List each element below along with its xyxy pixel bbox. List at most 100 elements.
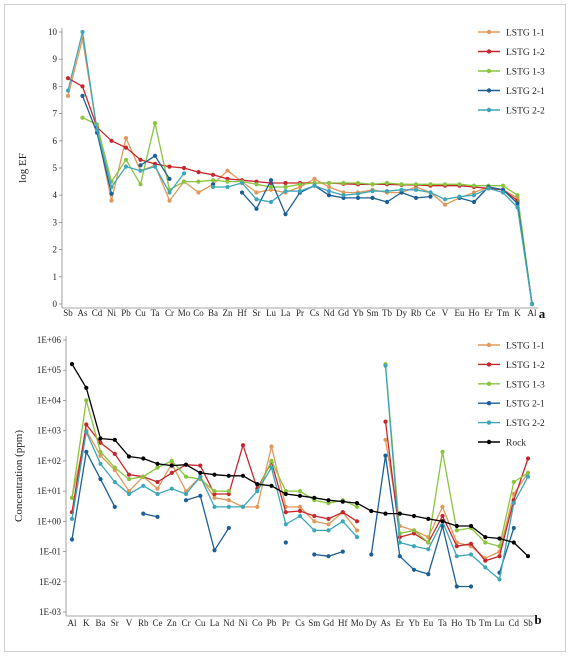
data-point-lstg-2-2 bbox=[326, 528, 331, 533]
data-point-lstg-2-1 bbox=[226, 525, 231, 531]
data-point-rock bbox=[198, 470, 203, 475]
x-tick-label-as: As bbox=[77, 308, 87, 318]
data-point-lstg-2-1 bbox=[268, 178, 274, 183]
data-point-rock bbox=[141, 456, 146, 461]
x-tick-label-sm: Sm bbox=[366, 308, 378, 318]
data-point-rock bbox=[183, 462, 189, 467]
data-point-rock bbox=[454, 523, 459, 529]
data-point-rock bbox=[483, 535, 488, 540]
y-axis-label: Concentration (ppm) bbox=[13, 430, 25, 522]
legend-marker-lstg-1-3 bbox=[486, 68, 492, 74]
data-point-lstg-1-3 bbox=[169, 458, 174, 463]
data-point-lstg-1-3 bbox=[511, 479, 516, 485]
data-point-lstg-2-2 bbox=[283, 189, 288, 194]
legend-marker-lstg-2-1 bbox=[486, 88, 492, 93]
data-point-lstg-2-2 bbox=[442, 197, 448, 202]
data-point-lstg-2-1 bbox=[80, 93, 85, 98]
data-point-lstg-1-3 bbox=[500, 183, 506, 188]
data-point-rock bbox=[497, 536, 502, 541]
x-tick-label-la: La bbox=[281, 308, 291, 318]
data-point-lstg-1-3 bbox=[181, 179, 187, 184]
x-tick-label-eu: Eu bbox=[423, 618, 433, 628]
data-point-lstg-1-2 bbox=[84, 422, 89, 427]
data-point-lstg-1-1 bbox=[254, 190, 259, 195]
data-point-rock bbox=[426, 516, 431, 522]
y-tick-label: 1E+03 bbox=[37, 426, 62, 436]
data-point-lstg-1-3 bbox=[126, 477, 132, 482]
data-point-lstg-2-2 bbox=[112, 479, 117, 485]
data-point-lstg-1-1 bbox=[442, 202, 448, 207]
x-tick-label-yb: Yb bbox=[353, 308, 364, 318]
data-point-lstg-2-2 bbox=[411, 544, 417, 549]
x-tick-label-cd: Cd bbox=[508, 618, 519, 628]
x-tick-label-pr: Pr bbox=[282, 618, 290, 628]
x-tick-label-co: Co bbox=[193, 308, 204, 318]
data-point-lstg-1-2 bbox=[483, 558, 488, 563]
data-point-lstg-2-2 bbox=[340, 519, 345, 524]
data-point-lstg-2-1 bbox=[413, 195, 419, 200]
data-point-lstg-1-3 bbox=[80, 115, 85, 120]
x-tick-label-tb: Tb bbox=[382, 308, 392, 318]
legend-label-lstg-1-2: LSTG 1-2 bbox=[506, 361, 545, 371]
x-tick-label-er: Er bbox=[396, 618, 405, 628]
data-point-rock bbox=[283, 491, 288, 497]
data-point-lstg-2-2 bbox=[312, 528, 317, 533]
legend-marker-lstg-2-2 bbox=[486, 420, 492, 425]
data-point-lstg-1-3 bbox=[483, 540, 488, 545]
data-point-lstg-1-1 bbox=[297, 504, 303, 509]
data-point-lstg-1-1 bbox=[212, 495, 217, 500]
x-tick-label-al: Al bbox=[528, 308, 537, 318]
x-tick-label-cr: Cr bbox=[165, 308, 174, 318]
x-tick-label-ni: Ni bbox=[107, 308, 116, 318]
data-point-lstg-2-2 bbox=[454, 554, 459, 559]
x-tick-label-k: K bbox=[83, 618, 90, 628]
x-tick-label-tb: Tb bbox=[466, 618, 476, 628]
x-tick-label-lu: Lu bbox=[266, 308, 276, 318]
y-tick-label: 2 bbox=[53, 245, 58, 255]
x-tick-label-dy: Dy bbox=[396, 308, 407, 318]
x-tick-label-pb: Pb bbox=[267, 618, 277, 628]
series-line-lstg-1-3 bbox=[384, 364, 529, 547]
y-tick-label: 1E+04 bbox=[37, 395, 62, 405]
y-tick-label: 1E-02 bbox=[39, 577, 61, 587]
data-point-lstg-2-1 bbox=[340, 549, 345, 554]
data-point-lstg-1-3 bbox=[183, 474, 189, 479]
x-tick-label-rb: Rb bbox=[411, 308, 422, 318]
x-tick-label-rb: Rb bbox=[138, 618, 149, 628]
data-point-lstg-2-2 bbox=[152, 164, 158, 169]
data-point-lstg-2-2 bbox=[354, 535, 360, 540]
data-point-lstg-2-2 bbox=[80, 29, 85, 35]
data-point-lstg-2-2 bbox=[370, 189, 375, 194]
data-point-rock bbox=[212, 472, 217, 477]
data-point-lstg-2-2 bbox=[212, 504, 217, 509]
data-point-lstg-2-1 bbox=[152, 153, 158, 158]
x-tick-label-tm: Tm bbox=[479, 618, 492, 628]
x-tick-label-ho: Ho bbox=[469, 308, 480, 318]
data-point-lstg-2-1 bbox=[468, 584, 474, 589]
data-point-rock bbox=[126, 454, 132, 459]
data-point-lstg-2-2 bbox=[183, 491, 189, 497]
y-tick-label: 6 bbox=[53, 136, 58, 146]
x-tick-label-cu: Cu bbox=[135, 308, 146, 318]
data-point-lstg-2-1 bbox=[355, 195, 361, 200]
data-point-lstg-1-2 bbox=[80, 84, 85, 89]
legend-label-lstg-1-1: LSTG 1-1 bbox=[506, 342, 545, 352]
data-point-lstg-2-2 bbox=[297, 189, 303, 194]
data-point-rock bbox=[354, 501, 360, 506]
y-tick-label: 8 bbox=[53, 81, 58, 91]
data-point-rock bbox=[326, 498, 331, 503]
data-point-lstg-1-2 bbox=[65, 76, 71, 81]
data-point-lstg-1-1 bbox=[326, 522, 331, 527]
data-point-lstg-2-1 bbox=[183, 498, 189, 503]
data-point-lstg-2-1 bbox=[69, 537, 75, 542]
data-point-lstg-2-2 bbox=[239, 180, 245, 186]
data-point-rock bbox=[511, 540, 516, 545]
data-point-lstg-1-3 bbox=[525, 470, 531, 475]
data-point-lstg-1-3 bbox=[399, 182, 404, 187]
data-point-lstg-1-2 bbox=[240, 443, 246, 448]
legend-marker-lstg-2-2 bbox=[486, 107, 492, 113]
data-point-lstg-1-2 bbox=[340, 510, 345, 515]
x-tick-label-co: Co bbox=[252, 618, 263, 628]
data-point-lstg-2-1 bbox=[471, 199, 477, 205]
data-point-lstg-1-2 bbox=[497, 554, 502, 559]
